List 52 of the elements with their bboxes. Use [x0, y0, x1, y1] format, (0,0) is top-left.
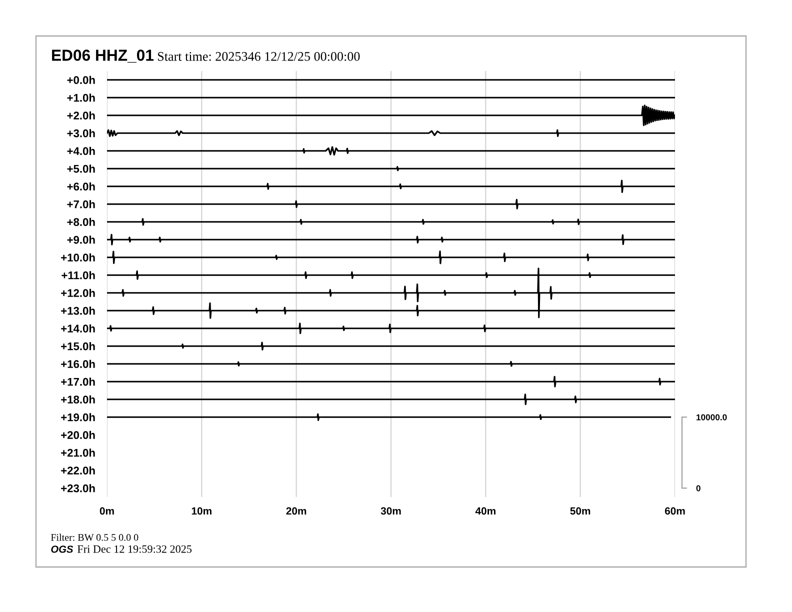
y-tick-label: +1.0h [67, 94, 95, 102]
line-series [107, 180, 675, 194]
chart-title: ED06 HHZ_01 [52, 50, 154, 63]
line-series [107, 234, 675, 246]
y2-tick-label: 10000.0 [696, 414, 727, 420]
text: Filter: BW 0.5 5 0.0 0 [50, 534, 138, 541]
y-tick-label: +10.0h [61, 253, 95, 262]
line-series [107, 104, 675, 126]
y-tick-label: +18.0h [61, 395, 95, 404]
y-tick-label: +0.0h [67, 76, 95, 84]
y2-tick-label: 0 [696, 485, 700, 492]
y-tick-label: +17.0h [61, 378, 95, 386]
y-tick-label: +5.0h [67, 164, 95, 173]
y-tick-label: +20.0h [61, 430, 95, 440]
line-series [107, 376, 675, 388]
y-tick-label: +3.0h [67, 129, 95, 138]
x-tick-label: 40m [475, 507, 496, 515]
y-tick-label: +14.0h [61, 324, 95, 333]
line-series [107, 218, 675, 226]
line-series [107, 413, 672, 421]
text: Fri Dec 12 19:59:32 2025 [78, 545, 192, 553]
y-tick-label: +7.0h [67, 200, 95, 208]
line-series [107, 250, 675, 264]
text: OGS [51, 546, 74, 553]
chart-subtitle: Start time: 2025346 12/12/25 00:00:00 [158, 52, 360, 61]
y-tick-label: +16.0h [61, 360, 95, 368]
x-tick-label: 60m [664, 507, 685, 515]
x-tick-label: 20m [286, 507, 306, 515]
y-tick-label: +6.0h [67, 182, 95, 191]
y-tick-label: +19.0h [61, 413, 95, 422]
y-tick-label: +4.0h [67, 146, 95, 156]
y-tick-label: +22.0h [61, 466, 95, 475]
y-tick-label: +23.0h [61, 484, 95, 492]
line-series [107, 342, 675, 350]
line-series [107, 198, 675, 210]
y-tick-label: +8.0h [67, 218, 95, 226]
y-tick-label: +11.0h [62, 271, 95, 280]
y-tick-label: +21.0h [61, 448, 95, 457]
y-tick-label: +12.0h [61, 288, 95, 298]
line-series [107, 394, 675, 406]
y-tick-label: +9.0h [67, 236, 95, 244]
y-tick-label: +2.0h [67, 111, 95, 120]
line-series [107, 322, 675, 334]
x-tick-label: 10m [192, 507, 212, 515]
line-series [107, 146, 675, 156]
x-tick-label: 30m [380, 507, 401, 515]
line-series [107, 129, 675, 137]
y-tick-label: +13.0h [61, 306, 95, 315]
line-series [107, 268, 675, 318]
x-tick-label: 0m [100, 507, 114, 515]
y-tick-label: +15.0h [61, 342, 95, 350]
x-tick-label: 50m [570, 507, 590, 515]
